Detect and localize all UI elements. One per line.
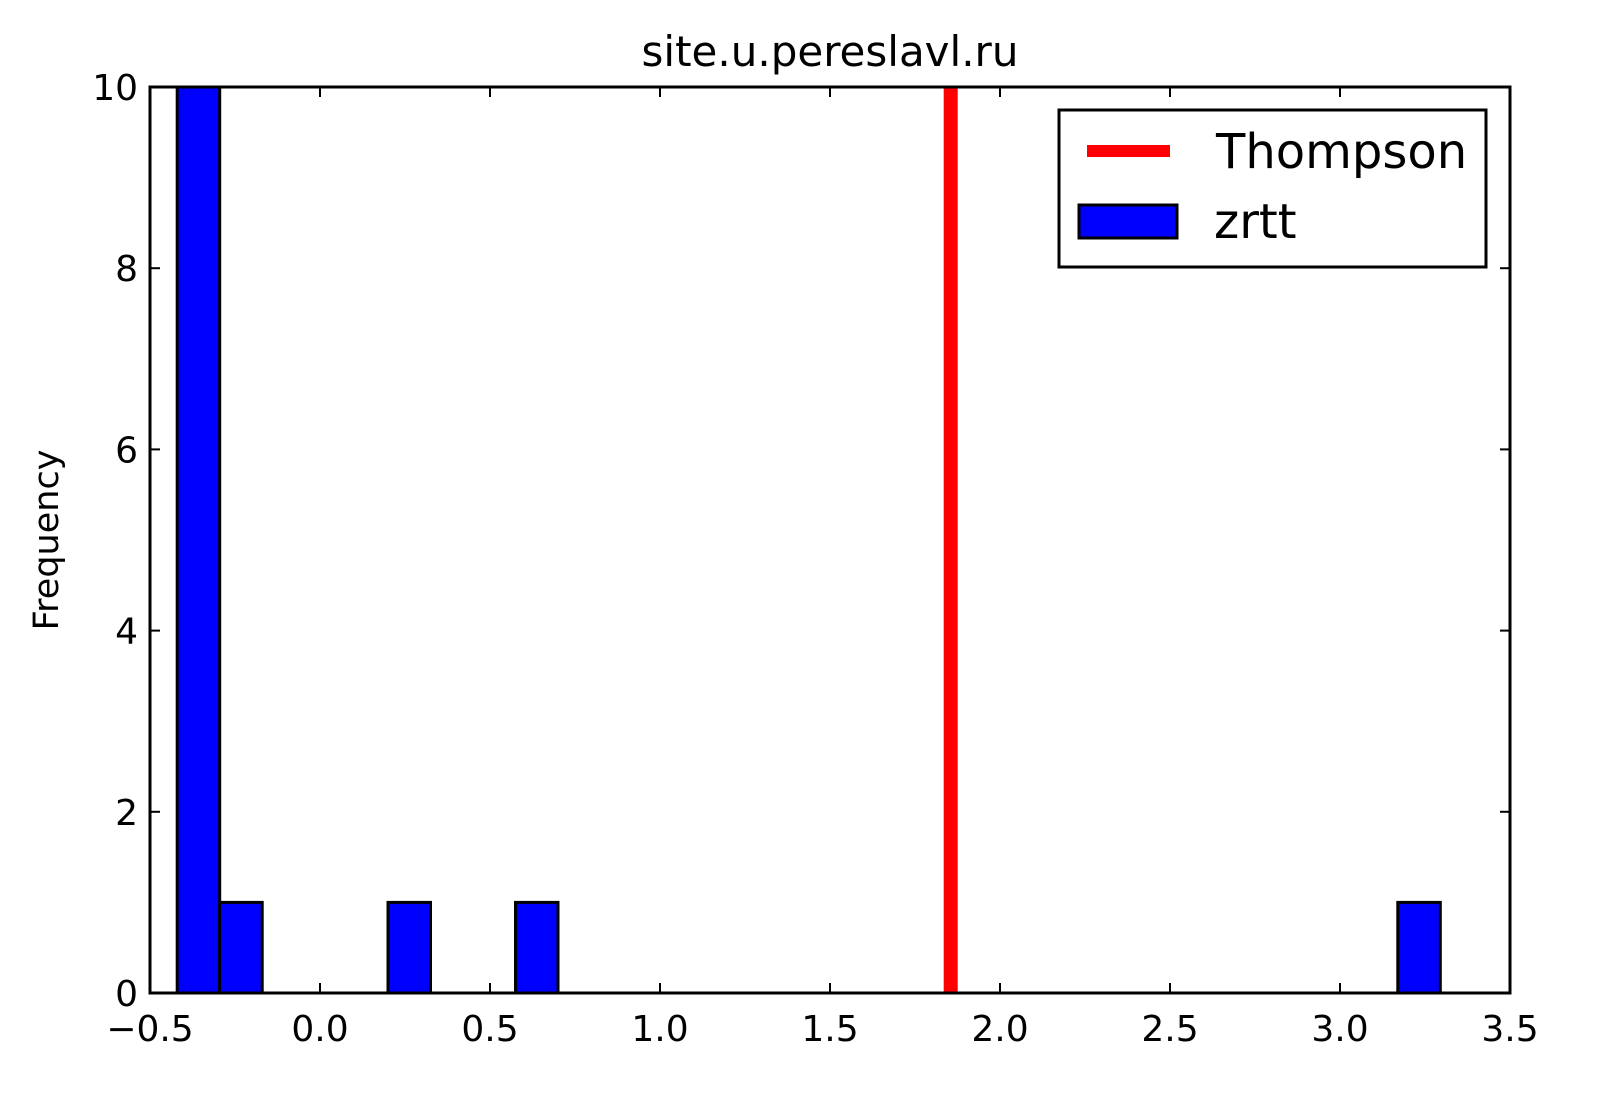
x-tick-label: 1.5 <box>801 1009 858 1050</box>
ticks-layer: −0.5 0.0 0.5 1.0 1.5 2.0 2.5 3.0 3.5 0 2 4 6 8 10 <box>92 68 1538 1050</box>
legend: Thompson zrtt <box>1057 108 1488 269</box>
y-tick-label: 6 <box>115 430 138 471</box>
x-tick-label: 1.0 <box>631 1009 688 1050</box>
x-tick-label: −0.5 <box>106 1009 193 1050</box>
histogram-bar-0 <box>175 85 222 995</box>
histogram-bar-2 <box>386 900 432 995</box>
x-tick-label: 0.0 <box>291 1009 348 1050</box>
legend-label-thompson: Thompson <box>1215 124 1467 180</box>
histogram-bar-3 <box>514 900 560 995</box>
x-tick-label: 2.5 <box>1141 1009 1198 1050</box>
legend-zrtt-bar-swatch <box>1077 203 1179 240</box>
x-tick-label: 3.5 <box>1481 1009 1538 1050</box>
x-tick-label: 0.5 <box>461 1009 518 1050</box>
y-tick-label: 2 <box>115 793 138 834</box>
x-tick-label: 2.0 <box>971 1009 1028 1050</box>
histogram-bar-1 <box>218 900 264 995</box>
y-tick-label: 10 <box>92 68 138 109</box>
legend-label-zrtt: zrtt <box>1214 194 1297 250</box>
y-axis-label: Frequency <box>27 450 67 631</box>
histogram-bar-4 <box>1396 900 1442 995</box>
y-tick-label: 4 <box>115 612 138 653</box>
bars-layer <box>175 85 1442 995</box>
legend-box <box>1057 108 1488 269</box>
y-tick-label: 0 <box>115 974 138 1015</box>
y-tick-label: 8 <box>115 249 138 290</box>
x-tick-label: 3.0 <box>1311 1009 1368 1050</box>
chart-title: site.u.pereslavl.ru <box>642 27 1019 76</box>
